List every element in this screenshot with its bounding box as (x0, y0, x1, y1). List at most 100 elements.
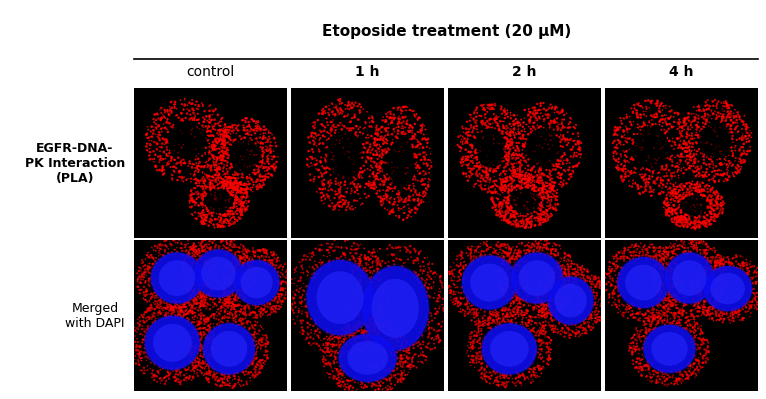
Point (730, 258, 742, 265)
Point (187, 117, 199, 123)
Point (735, 150, 748, 157)
Point (604, 263, 616, 270)
Point (502, 306, 515, 312)
Point (722, 114, 734, 120)
Point (369, 364, 381, 371)
Point (247, 258, 260, 265)
Point (225, 271, 237, 277)
Point (204, 293, 216, 299)
Point (467, 115, 480, 122)
Point (212, 138, 224, 145)
Point (608, 156, 620, 162)
Point (383, 365, 395, 371)
Point (538, 302, 551, 308)
Point (453, 267, 466, 274)
Point (398, 210, 411, 216)
Point (637, 346, 649, 352)
Point (515, 379, 527, 386)
Point (212, 127, 224, 134)
Point (228, 181, 240, 188)
Point (519, 225, 531, 231)
Point (290, 304, 302, 310)
Point (394, 347, 406, 354)
Point (233, 294, 245, 300)
Point (254, 363, 266, 369)
Point (349, 298, 362, 304)
Point (732, 168, 745, 174)
Point (462, 299, 474, 305)
Point (663, 189, 675, 196)
Ellipse shape (480, 322, 538, 376)
Point (663, 116, 675, 122)
Point (540, 283, 552, 289)
Point (247, 332, 260, 338)
Point (188, 198, 200, 205)
Point (536, 354, 548, 360)
Point (400, 170, 412, 176)
Point (198, 248, 210, 255)
Point (209, 216, 221, 222)
Point (323, 258, 336, 264)
Point (547, 275, 559, 282)
Point (340, 332, 352, 338)
Point (471, 249, 483, 255)
Point (198, 282, 210, 288)
Point (228, 302, 240, 308)
Point (358, 330, 371, 336)
Point (647, 309, 660, 316)
Point (633, 305, 646, 312)
Point (231, 180, 243, 186)
Point (692, 308, 704, 314)
Point (663, 212, 675, 218)
Point (375, 326, 387, 333)
Point (705, 214, 718, 220)
Point (231, 194, 244, 201)
Point (594, 314, 607, 320)
Point (687, 163, 699, 169)
Point (189, 354, 201, 361)
Point (175, 314, 187, 320)
Point (513, 300, 525, 306)
Point (355, 330, 368, 336)
Point (229, 284, 241, 291)
Point (657, 275, 669, 281)
Point (669, 302, 682, 308)
Point (607, 140, 619, 146)
Point (653, 257, 666, 263)
Point (188, 191, 201, 197)
Point (505, 138, 517, 145)
Point (538, 340, 550, 346)
Point (507, 151, 519, 157)
Point (692, 132, 704, 139)
Point (420, 292, 432, 299)
Point (202, 340, 214, 346)
Point (314, 158, 326, 164)
Point (688, 246, 700, 252)
Point (423, 319, 435, 326)
Point (220, 183, 232, 189)
Point (326, 187, 339, 194)
Point (358, 384, 370, 390)
Point (736, 305, 748, 312)
Point (376, 196, 388, 202)
Point (278, 274, 290, 280)
Point (157, 111, 169, 118)
Point (543, 146, 555, 152)
Point (548, 206, 560, 212)
Point (224, 190, 237, 197)
Point (420, 185, 432, 192)
Point (365, 311, 377, 317)
Point (280, 289, 292, 296)
Point (256, 158, 268, 165)
Point (401, 165, 414, 171)
Point (371, 174, 383, 180)
Point (216, 131, 228, 137)
Point (373, 312, 385, 318)
Point (220, 174, 232, 180)
Ellipse shape (460, 254, 519, 311)
Point (230, 125, 242, 131)
Point (470, 355, 483, 361)
Point (211, 138, 223, 145)
Point (270, 159, 283, 166)
Point (469, 148, 481, 154)
